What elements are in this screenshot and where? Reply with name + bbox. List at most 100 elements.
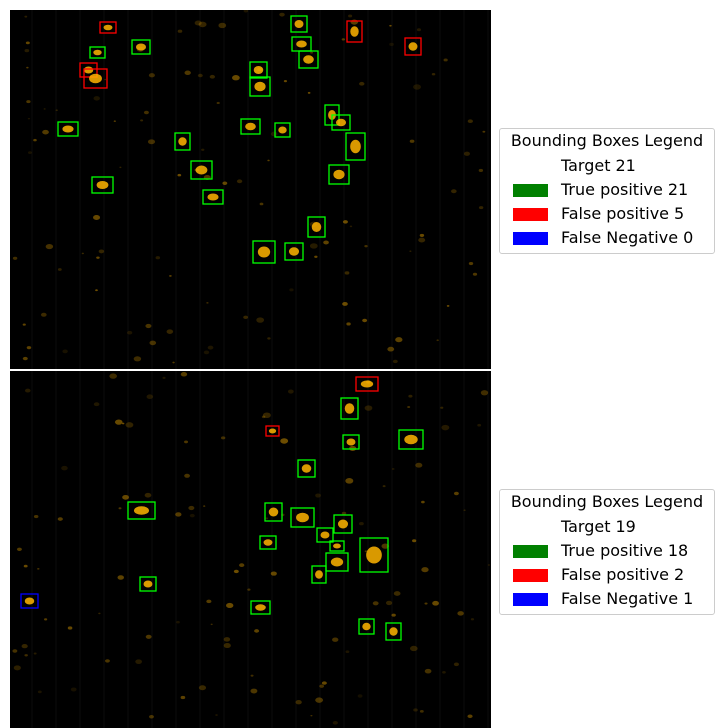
background-cell <box>412 539 417 543</box>
false-positive-box <box>265 425 280 437</box>
background-cell <box>98 249 105 254</box>
background-cell <box>279 12 285 17</box>
background-cell <box>243 315 249 320</box>
background-cell <box>37 567 40 570</box>
background-cell <box>236 179 243 184</box>
detection-image-bottom <box>10 371 491 728</box>
background-cell <box>440 406 444 409</box>
background-cell <box>453 491 459 496</box>
detected-cell <box>263 539 273 546</box>
true-positive-box <box>252 240 276 264</box>
background-cell <box>387 346 395 352</box>
true-positive-box <box>91 176 114 194</box>
true-positive-box <box>264 502 283 522</box>
background-cell <box>332 720 338 725</box>
background-cell <box>424 668 432 674</box>
background-cell <box>175 512 182 517</box>
background-cell <box>407 405 411 409</box>
false-positive-box <box>83 68 108 89</box>
detected-cell <box>301 464 312 473</box>
background-cell <box>57 268 62 271</box>
background-cell <box>43 108 46 110</box>
background-cell <box>421 500 425 504</box>
false-positive-box <box>346 20 363 43</box>
background-cell <box>222 181 228 185</box>
true-positive-box <box>139 576 157 592</box>
detected-cell <box>245 122 256 131</box>
background-cell <box>344 271 350 275</box>
background-cell <box>27 117 31 120</box>
background-cell <box>121 422 125 425</box>
background-cell <box>323 240 329 245</box>
background-cell <box>409 645 418 652</box>
background-cell <box>194 20 202 26</box>
detected-cell <box>83 66 94 74</box>
true-positive-box <box>325 552 349 572</box>
legend-tp-count: 18 <box>667 541 689 560</box>
background-cell <box>419 710 424 713</box>
detected-cell <box>288 247 300 256</box>
background-cell <box>25 41 30 45</box>
background-cell <box>24 654 28 657</box>
background-cell <box>113 120 116 122</box>
background-cell <box>418 237 426 243</box>
background-cell <box>392 359 398 364</box>
background-cell <box>310 51 313 54</box>
background-cell <box>33 138 37 142</box>
background-cell <box>184 473 190 478</box>
false-negative-swatch <box>513 593 548 606</box>
background-cell <box>45 243 54 250</box>
background-cell <box>243 10 249 13</box>
legend-true-positive-row: True positive 18 <box>500 541 714 561</box>
background-cell <box>57 517 63 521</box>
background-cell <box>309 243 318 249</box>
background-cell <box>114 419 123 425</box>
background-cell <box>315 493 321 498</box>
true-positive-box <box>333 514 353 534</box>
detected-cell <box>333 169 345 180</box>
background-cell <box>215 714 218 716</box>
background-cell <box>135 659 142 665</box>
detected-cell <box>93 49 102 56</box>
background-cell <box>467 714 473 719</box>
true-positive-box <box>290 15 308 33</box>
legend-fn-label: False Negative <box>561 228 679 247</box>
background-cell <box>359 81 365 86</box>
true-positive-box <box>297 459 316 478</box>
background-cell <box>233 569 239 574</box>
detected-cell <box>350 26 359 37</box>
background-cell <box>62 349 68 354</box>
legend-target-count: 21 <box>615 156 636 175</box>
detected-cell <box>133 506 150 515</box>
background-cell <box>307 91 311 94</box>
true-positive-box <box>240 118 261 135</box>
background-cell <box>295 699 302 705</box>
legend-fn-label: False Negative <box>561 589 679 608</box>
background-cell <box>125 422 134 428</box>
detection-image-top <box>10 10 491 369</box>
background-cell <box>441 424 450 431</box>
legend-target-row: Target 21 <box>500 156 714 176</box>
background-cell <box>24 388 31 393</box>
true-positive-box <box>89 46 106 59</box>
background-cell <box>184 70 191 76</box>
background-cell <box>96 256 100 259</box>
background-cell <box>180 372 188 377</box>
detected-cell <box>389 627 398 636</box>
background-cell <box>421 567 429 573</box>
true-positive-box <box>131 39 151 55</box>
background-cell <box>346 322 351 326</box>
detected-cell <box>311 222 322 232</box>
background-cell <box>259 202 264 206</box>
detected-cell <box>103 24 113 31</box>
true-positive-box <box>290 507 315 528</box>
background-cell <box>381 543 390 549</box>
background-cell <box>216 101 220 105</box>
background-cell <box>478 206 484 210</box>
legend-title: Bounding Boxes Legend <box>510 131 704 150</box>
detected-cell <box>195 165 208 175</box>
detected-cell <box>178 137 187 146</box>
background-cell <box>26 100 31 104</box>
background-cell <box>270 571 277 576</box>
true-positive-box <box>358 618 375 635</box>
